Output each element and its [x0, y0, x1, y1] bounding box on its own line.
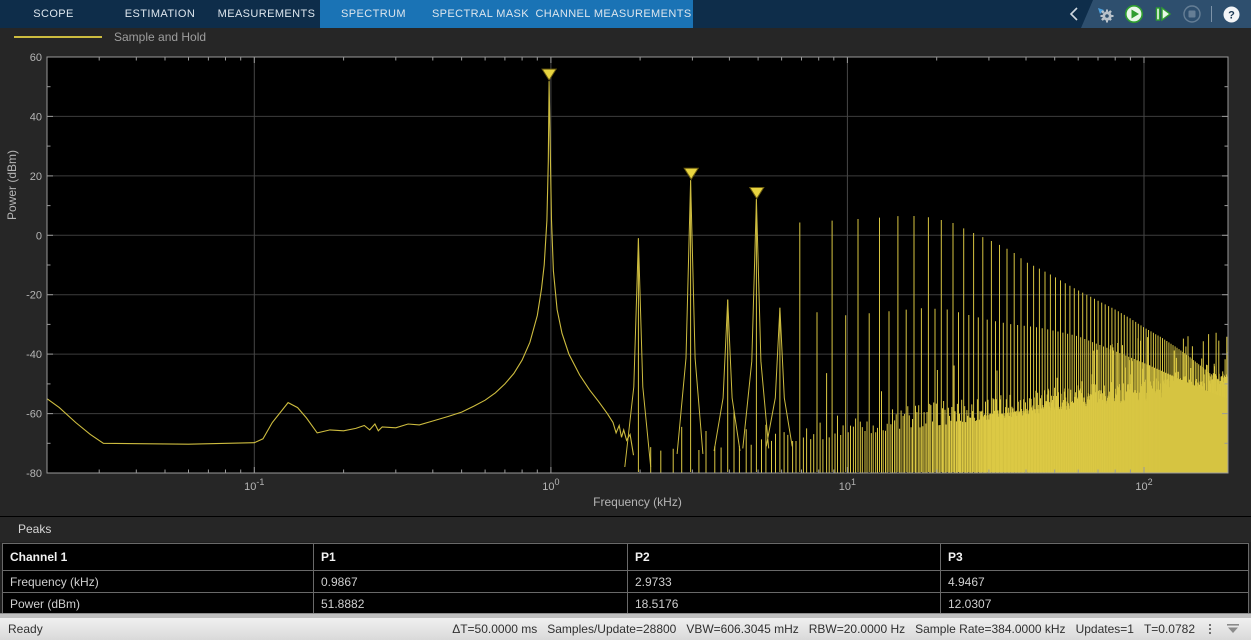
run-icon[interactable]: [1124, 4, 1144, 24]
panel-splitter[interactable]: [0, 613, 1251, 618]
spectrum-plot: 60 40 20 0 -20 -40 -60 -80 10-1 100 101 102: [26, 52, 1229, 493]
peaks-panel-title: Peaks: [0, 517, 1251, 542]
tab-spectral-mask[interactable]: SPECTRAL MASK: [427, 0, 534, 28]
svg-text:-40: -40: [26, 349, 42, 361]
svg-text:101: 101: [839, 477, 856, 493]
peaks-frequency-p3: 4.9467: [940, 570, 1249, 593]
status-icons: [1209, 623, 1241, 635]
stop-icon: [1182, 4, 1202, 24]
series-line-swatch: [14, 35, 102, 38]
axes-frame: [46, 56, 1229, 474]
contextual-tab-group: SPECTRUM SPECTRAL MASK CHANNEL MEASUREME…: [320, 0, 693, 28]
svg-text:-60: -60: [26, 409, 42, 421]
harmonic-spikes: [637, 180, 1229, 472]
status-bar: Ready ΔT=50.0000 ms Samples/Update=28800…: [0, 618, 1251, 640]
table-row: Power (dBm) 51.8882 18.5176 12.0307: [2, 592, 1249, 615]
tab-estimation-label: ESTIMATION: [124, 8, 196, 20]
svg-text:102: 102: [1135, 477, 1152, 493]
tab-spectral-mask-label: SPECTRAL MASK: [431, 8, 530, 20]
svg-text:40: 40: [30, 111, 42, 123]
peak-markers: [541, 68, 765, 200]
overflow-menu-icon[interactable]: [1209, 624, 1211, 634]
tab-scope-label: SCOPE: [33, 8, 74, 20]
toolstrip: SCOPE ESTIMATION MEASUREMENTS SPECTRUM S…: [0, 0, 1251, 28]
peaks-header-p3: P3: [940, 543, 1249, 571]
settings-gear-icon[interactable]: [1095, 4, 1115, 24]
status-fields: ΔT=50.0000 ms Samples/Update=28800 VBW=6…: [452, 622, 1195, 636]
tab-channel-measurements[interactable]: CHANNEL MEASUREMENTS: [534, 0, 693, 28]
harmonic-skirts: [624, 180, 793, 468]
svg-text:?: ?: [1228, 9, 1235, 21]
peaks-power-p3: 12.0307: [940, 592, 1249, 615]
toolbar-quick-access: ?: [1067, 0, 1251, 28]
tab-estimation[interactable]: ESTIMATION: [107, 0, 213, 28]
tab-channel-measurements-label: CHANNEL MEASUREMENTS: [535, 8, 692, 20]
dock-panel-icon[interactable]: [1225, 623, 1241, 635]
legend: Sample and Hold: [0, 28, 1251, 46]
tab-scope[interactable]: SCOPE: [0, 0, 107, 28]
tick-labels: 60 40 20 0 -20 -40 -60 -80 10-1 100 101 102: [26, 52, 1153, 493]
svg-text:10-1: 10-1: [244, 477, 264, 493]
status-time: T=0.0782: [1143, 622, 1195, 636]
peaks-panel: Peaks Channel 1 P1 P2 P3 Frequency (kHz)…: [0, 516, 1251, 615]
peaks-table: Channel 1 P1 P2 P3 Frequency (kHz) 0.986…: [2, 543, 1249, 615]
peaks-power-p2: 18.5176: [627, 592, 941, 615]
peaks-frequency-p1: 0.9867: [313, 570, 628, 593]
peaks-power-p1: 51.8882: [313, 592, 628, 615]
quick-access-strip: ?: [1081, 0, 1251, 28]
svg-text:-20: -20: [26, 290, 42, 302]
help-icon[interactable]: ?: [1221, 4, 1241, 24]
svg-text:60: 60: [30, 52, 42, 64]
tab-spectrum[interactable]: SPECTRUM: [320, 0, 427, 28]
status-sample-rate: Sample Rate=384.0000 kHz: [915, 622, 1066, 636]
status-delta-t: ΔT=50.0000 ms: [452, 622, 538, 636]
tab-measurements[interactable]: MEASUREMENTS: [213, 0, 320, 28]
peaks-header-channel: Channel 1: [2, 543, 314, 571]
peaks-header-p1: P1: [313, 543, 628, 571]
step-forward-icon[interactable]: [1153, 4, 1173, 24]
status-state: Ready: [8, 622, 43, 636]
status-vbw: VBW=606.3045 mHz: [686, 622, 799, 636]
status-updates: Updates=1: [1075, 622, 1134, 636]
svg-text:100: 100: [542, 477, 559, 493]
y-axis-label: Power (dBm): [5, 149, 19, 220]
svg-text:0: 0: [36, 230, 42, 242]
peaks-row-power-label: Power (dBm): [2, 592, 314, 615]
peaks-header-p2: P2: [627, 543, 941, 571]
collapse-chevron-icon[interactable]: [1067, 0, 1081, 28]
svg-text:-80: -80: [26, 468, 42, 480]
peak-marker-p2[interactable]: [683, 167, 700, 181]
spectrum-plot-panel: 60 40 20 0 -20 -40 -60 -80 10-1 100 101 102 Power (…: [0, 45, 1251, 516]
peak-marker-p3[interactable]: [748, 187, 765, 200]
tab-spectrum-label: SPECTRUM: [341, 8, 406, 20]
series-label[interactable]: Sample and Hold: [114, 29, 207, 44]
peaks-row-frequency-label: Frequency (kHz): [2, 570, 314, 593]
status-rbw: RBW=20.0000 Hz: [808, 622, 906, 636]
tab-measurements-label: MEASUREMENTS: [217, 8, 316, 20]
status-samples-per-update: Samples/Update=28800: [547, 622, 677, 636]
svg-text:20: 20: [30, 171, 42, 183]
table-row: Frequency (kHz) 0.9867 2.9733 4.9467: [2, 570, 1249, 593]
x-axis-label: Frequency (kHz): [593, 495, 682, 509]
toolbar-divider: [1211, 6, 1212, 22]
peak-marker-p1[interactable]: [541, 68, 558, 82]
spectrum-trace: [46, 81, 635, 456]
peaks-frequency-p2: 2.9733: [627, 570, 941, 593]
peaks-table-header-row: Channel 1 P1 P2 P3: [2, 543, 1249, 571]
